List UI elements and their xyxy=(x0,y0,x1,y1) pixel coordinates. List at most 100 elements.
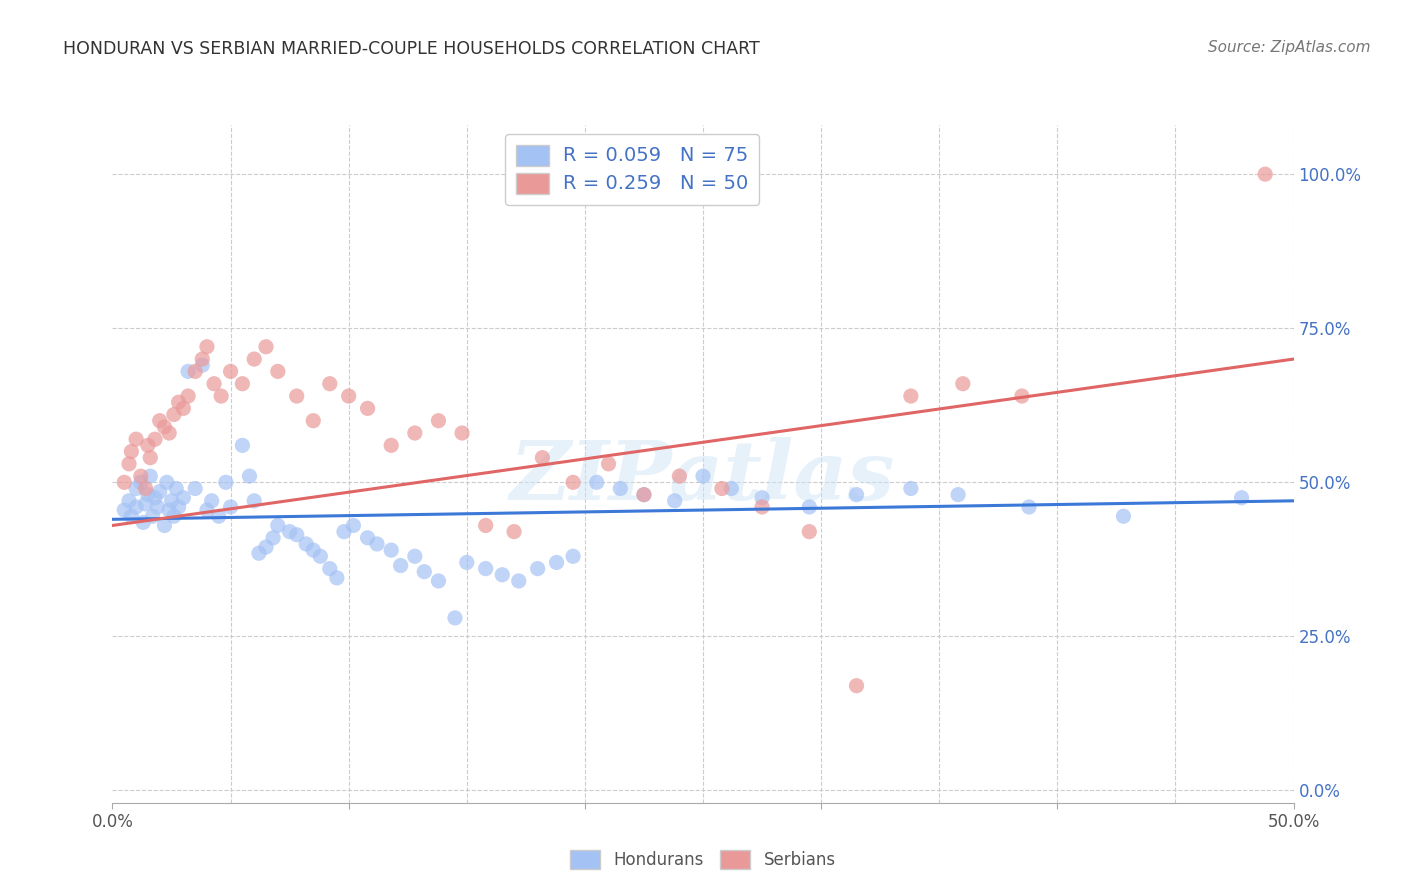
Point xyxy=(380,438,402,452)
Point xyxy=(342,518,364,533)
Point xyxy=(195,340,218,354)
Point xyxy=(120,444,142,458)
Point xyxy=(531,450,554,465)
Point xyxy=(456,556,478,570)
Point xyxy=(167,395,190,409)
Point xyxy=(751,500,773,514)
Point xyxy=(191,358,214,372)
Point xyxy=(1254,167,1277,181)
Point xyxy=(219,500,242,514)
Point xyxy=(295,537,318,551)
Point xyxy=(157,503,180,517)
Point xyxy=(799,500,821,514)
Point xyxy=(247,546,270,560)
Point xyxy=(389,558,412,573)
Point xyxy=(451,425,474,440)
Point xyxy=(132,516,155,530)
Point xyxy=(243,493,266,508)
Point xyxy=(609,482,631,496)
Point xyxy=(633,488,655,502)
Point xyxy=(201,493,224,508)
Point xyxy=(118,457,141,471)
Point xyxy=(143,432,166,446)
Point xyxy=(125,432,148,446)
Point xyxy=(508,574,530,588)
Point xyxy=(118,493,141,508)
Point xyxy=(474,518,496,533)
Point xyxy=(633,488,655,502)
Text: ZIPatlas: ZIPatlas xyxy=(510,437,896,517)
Point xyxy=(319,561,342,575)
Point xyxy=(215,475,238,490)
Point xyxy=(149,414,172,428)
Point xyxy=(710,482,733,496)
Point xyxy=(163,408,186,422)
Point xyxy=(184,364,207,378)
Point xyxy=(900,389,922,403)
Point xyxy=(474,561,496,575)
Point xyxy=(231,376,253,391)
Point xyxy=(337,389,360,403)
Point xyxy=(254,340,277,354)
Point xyxy=(799,524,821,539)
Point xyxy=(129,475,152,490)
Point xyxy=(135,497,157,511)
Point xyxy=(143,491,166,505)
Point xyxy=(900,482,922,496)
Point xyxy=(413,565,436,579)
Point xyxy=(195,503,218,517)
Point xyxy=(444,611,467,625)
Point xyxy=(404,549,426,564)
Point xyxy=(125,482,148,496)
Point xyxy=(845,679,868,693)
Point xyxy=(668,469,690,483)
Point xyxy=(598,457,620,471)
Point xyxy=(243,352,266,367)
Point xyxy=(356,401,378,416)
Point xyxy=(319,376,342,391)
Point xyxy=(491,567,513,582)
Point xyxy=(562,549,585,564)
Point xyxy=(333,524,356,539)
Point xyxy=(163,509,186,524)
Point xyxy=(1230,491,1253,505)
Point xyxy=(153,518,176,533)
Point xyxy=(136,488,159,502)
Point xyxy=(139,450,162,465)
Point xyxy=(167,500,190,514)
Point xyxy=(267,518,290,533)
Point xyxy=(112,475,135,490)
Point xyxy=(326,571,349,585)
Point xyxy=(135,482,157,496)
Point xyxy=(720,482,742,496)
Point xyxy=(165,482,187,496)
Point xyxy=(238,469,260,483)
Point xyxy=(120,509,142,524)
Point xyxy=(136,438,159,452)
Point xyxy=(309,549,332,564)
Point xyxy=(142,509,165,524)
Point xyxy=(546,556,568,570)
Point xyxy=(125,500,148,514)
Point xyxy=(427,414,450,428)
Point xyxy=(149,484,172,499)
Point xyxy=(139,469,162,483)
Text: HONDURAN VS SERBIAN MARRIED-COUPLE HOUSEHOLDS CORRELATION CHART: HONDURAN VS SERBIAN MARRIED-COUPLE HOUSE… xyxy=(63,40,761,58)
Point xyxy=(404,425,426,440)
Point xyxy=(129,469,152,483)
Point xyxy=(146,500,169,514)
Point xyxy=(157,425,180,440)
Point xyxy=(267,364,290,378)
Point xyxy=(946,488,969,502)
Point xyxy=(202,376,225,391)
Point xyxy=(172,491,194,505)
Point xyxy=(366,537,388,551)
Point xyxy=(302,543,325,558)
Point xyxy=(285,389,308,403)
Point xyxy=(278,524,301,539)
Point xyxy=(285,527,308,541)
Point xyxy=(562,475,585,490)
Point xyxy=(177,364,200,378)
Point xyxy=(191,352,214,367)
Point xyxy=(427,574,450,588)
